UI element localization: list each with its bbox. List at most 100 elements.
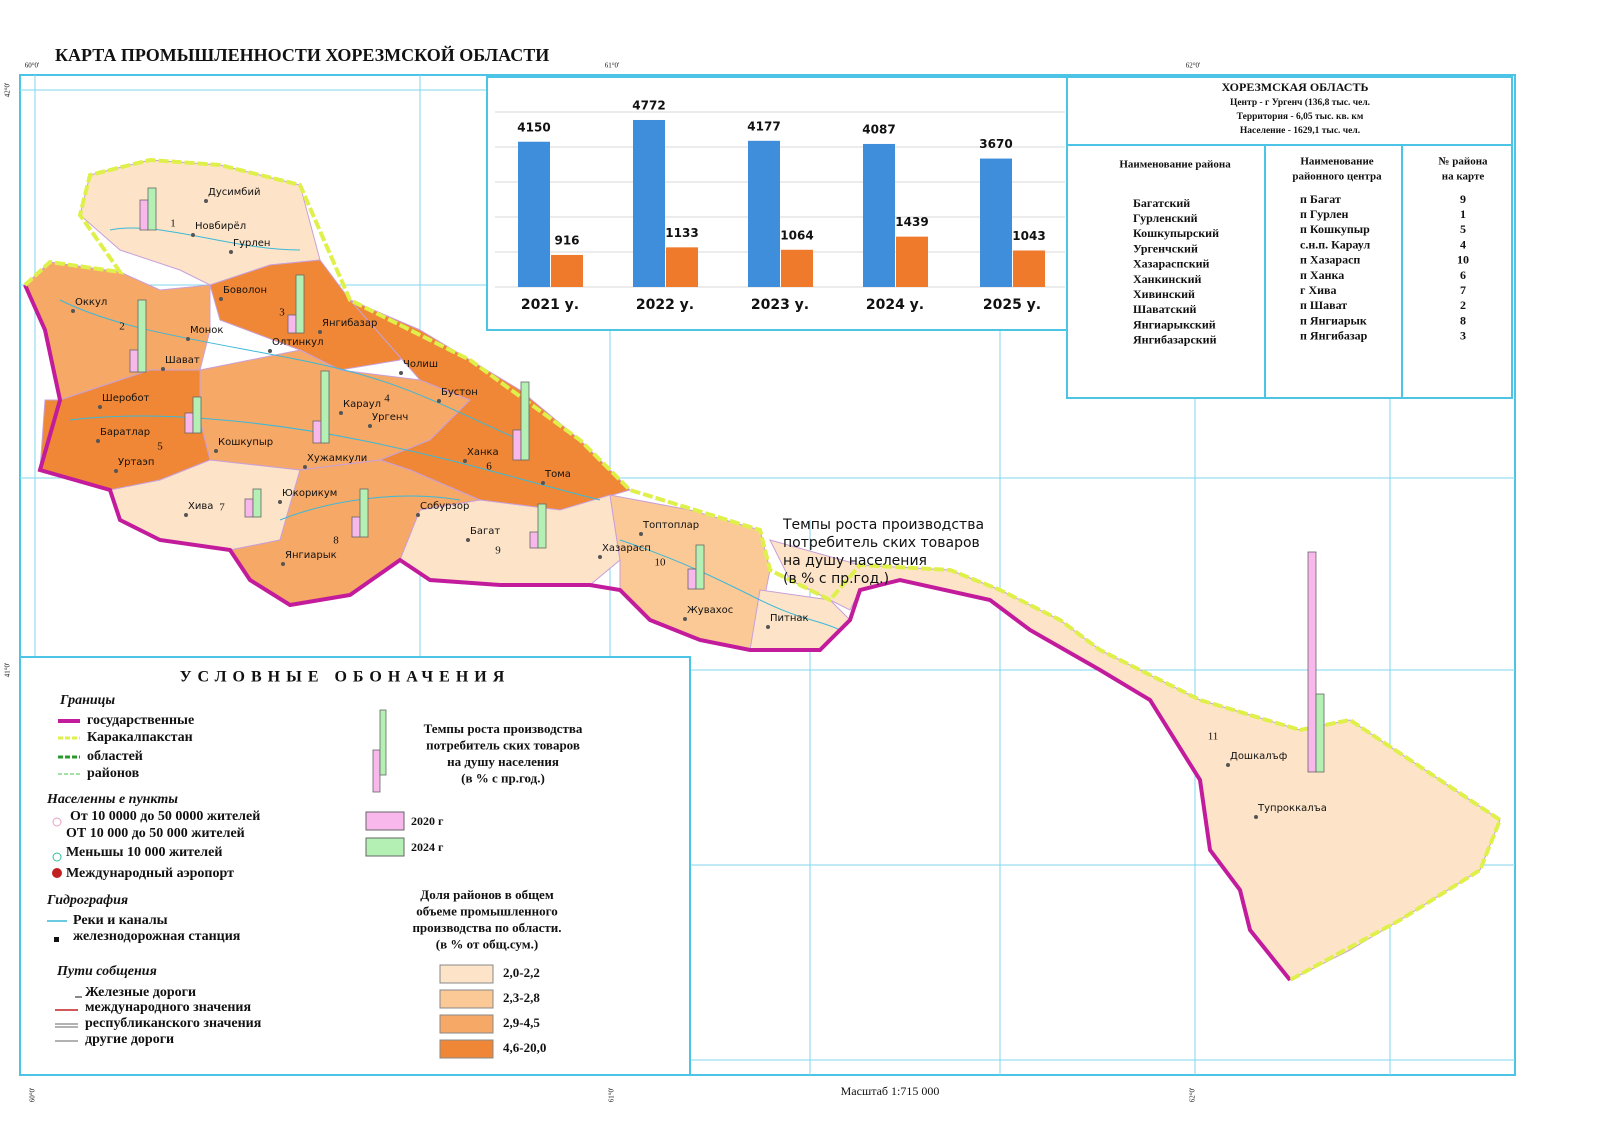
table-cell: п Янгиарык [1300, 313, 1367, 327]
place-label: Дусимбий [208, 187, 260, 198]
legend-symbols [47, 709, 387, 1042]
table-cell: п Багат [1300, 192, 1341, 206]
place-label: Ханка [467, 447, 499, 458]
table-cell: п Янгибазар [1300, 329, 1368, 343]
settlement-dot [229, 250, 233, 254]
legend-text: (в % с пр.год.) [461, 770, 545, 785]
place-label: Юкорикум [282, 488, 337, 499]
table-cell: Хазараспский [1133, 257, 1210, 271]
place-label: Топтоплар [642, 520, 699, 531]
district-growth-bars [129, 187, 1325, 773]
x-tick-label: 2023 у. [751, 297, 809, 313]
growth-2020 [529, 531, 539, 549]
settlement-dot [281, 562, 285, 566]
legend-text: 2020 г [411, 814, 444, 828]
legend-text: От 10 0000 до 50 0000 жителей [70, 809, 260, 824]
table-cell: Хивинский [1133, 287, 1195, 301]
legend-swatch [439, 964, 494, 984]
settlement-dot [339, 411, 343, 415]
table-cell: г Хива [1300, 283, 1337, 297]
legend-text: (в % от общ.сум.) [436, 936, 538, 951]
map-frame [19, 74, 1516, 1076]
table-cell: 2 [1460, 298, 1466, 312]
place-label: Олтинкул [272, 337, 323, 348]
district-number: 2 [119, 321, 125, 333]
growth-2020 [244, 498, 254, 518]
legend-swatch [365, 837, 405, 857]
bar [633, 119, 665, 287]
settlement-dot [766, 625, 770, 629]
bar [980, 158, 1012, 287]
legend-swatch [439, 989, 494, 1009]
legend-text: Доля районов в общем [420, 887, 554, 902]
settlement-dot [1254, 815, 1258, 819]
legend-text: государственные [87, 713, 194, 728]
table-cell: 1 [1460, 207, 1466, 221]
value-label: 1439 [895, 215, 928, 229]
legend-text: международного значения [85, 1000, 251, 1015]
place-label: Багат [470, 526, 500, 537]
growth-2024 [1315, 693, 1325, 773]
settlement-dot [598, 555, 602, 559]
place-label: Оккул [75, 297, 107, 308]
bar [666, 247, 698, 287]
settlement-dot [214, 449, 218, 453]
coord-label: 41°0' [4, 663, 12, 678]
bar [748, 140, 780, 287]
place-label: Хива [188, 501, 213, 512]
district-number: 11 [1208, 731, 1219, 743]
growth-2024 [137, 299, 147, 373]
legend-text: железнодорожная станция [73, 929, 241, 944]
settlement-dot [541, 481, 545, 485]
value-label: 4772 [632, 98, 665, 112]
value-label: 1133 [665, 226, 698, 240]
settlement-dot [71, 309, 75, 313]
coord-label: 61°0' [608, 1088, 616, 1103]
settlement-dot [191, 233, 195, 237]
map-title: КАРТА ПРОМЫШЛЕННОСТИ ХОРЕЗМСКОЙ ОБЛАСТИ [55, 44, 549, 65]
district-number: 5 [157, 441, 163, 453]
growth-2020 [1307, 551, 1317, 773]
growth-2020 [312, 420, 322, 444]
place-label: Собурзор [420, 501, 469, 512]
table-cell: Янгиарыкский [1133, 317, 1216, 331]
legend-text: республиканского значения [85, 1016, 262, 1031]
settlement-dot [683, 617, 687, 621]
info-line: Центр - г Ургенч (136,8 тыс. чел. [1230, 97, 1370, 108]
place-label: Ургенч [372, 412, 408, 423]
table-header: на карте [1442, 171, 1485, 183]
settlement-dot [268, 349, 272, 353]
coord-label: 62°0' [1186, 62, 1201, 70]
place-label: Хужамкули [307, 453, 367, 464]
settlement-dot [399, 371, 403, 375]
table-cell: п Хазарасп [1300, 253, 1360, 267]
table-cell: Янгибазарский [1133, 333, 1217, 347]
table-cell: 6 [1460, 268, 1466, 282]
scale: Масштаб 1:715 000 [841, 1084, 940, 1098]
bar-chart: 2021 у. 4150 916 2022 у. 4772 1133 2023 у. 4177… [495, 98, 1065, 313]
table-header: Наименование [1300, 156, 1373, 168]
growth-2024 [320, 370, 330, 444]
table-cell: Ургенчский [1133, 241, 1198, 255]
info-panel [1066, 76, 1513, 399]
growth-2020 [351, 516, 361, 538]
legend-text: другие дороги [85, 1032, 174, 1047]
info-title: ХОРЕЗМСКАЯ ОБЛАСТЬ [1222, 80, 1369, 94]
place-label: Янгибазар [322, 318, 377, 329]
legend-text: Реки и каналы [73, 913, 168, 928]
legend-text: Каракалпакстан [87, 730, 193, 745]
annotation: (в % с пр.год.) [783, 571, 889, 587]
bar [518, 141, 550, 287]
district-number: 4 [384, 393, 390, 405]
settlement-dot [303, 465, 307, 469]
info-table: ХОРЕЗМСКАЯ ОБЛАСТЬ Центр - г Ургенч (136,… [1119, 80, 1488, 347]
legend-text: Гидрография [46, 893, 128, 908]
place-label: Монок [190, 325, 223, 336]
district-number: 8 [333, 535, 339, 547]
table-cell: п Ханка [1300, 268, 1344, 282]
legend-text: 2,9-4,5 [503, 1015, 540, 1030]
place-label: Чолиш [403, 359, 438, 370]
legend-text: производства по области. [412, 920, 561, 935]
settlement-dot [1226, 763, 1230, 767]
